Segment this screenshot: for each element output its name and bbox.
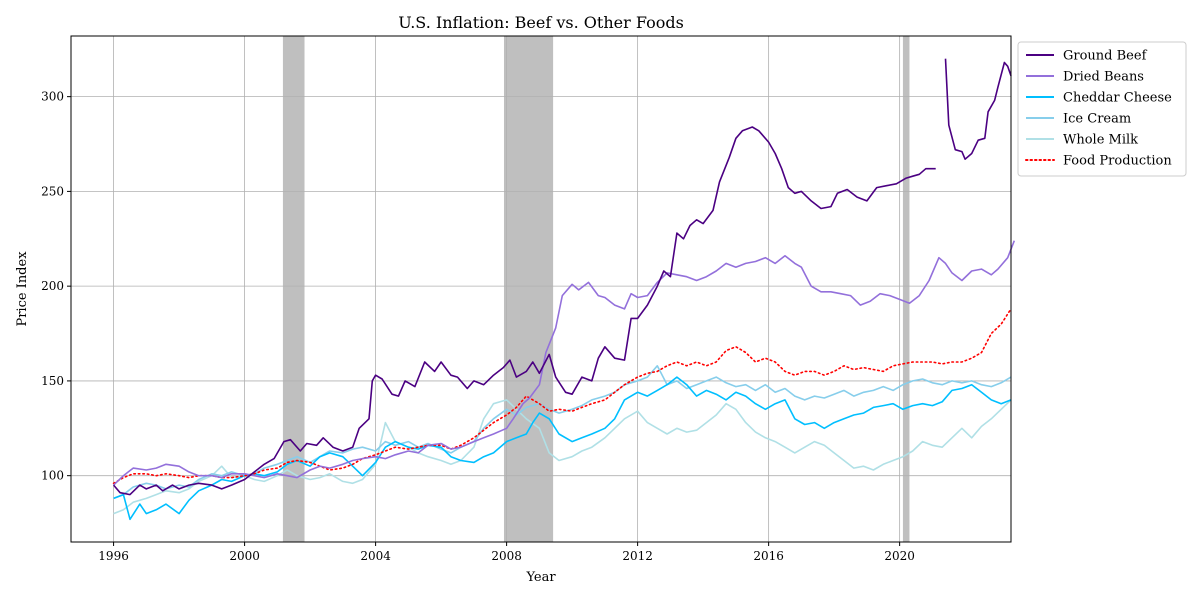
recession-bands	[282, 36, 910, 542]
x-tick-label: 2016	[753, 549, 784, 563]
x-tick-label: 2000	[229, 549, 260, 563]
y-axis-ticks: 100 150 200 250 300	[41, 90, 71, 483]
x-tick-label: 1996	[98, 549, 129, 563]
recession-band	[503, 36, 554, 542]
legend-label: Cheddar Cheese	[1063, 91, 1172, 106]
x-tick-label: 2012	[622, 549, 653, 563]
y-tick-label: 200	[41, 279, 64, 293]
series-line-food-production	[112, 308, 1012, 485]
x-tick-label: 2008	[491, 549, 522, 563]
legend-label: Food Production	[1063, 154, 1172, 169]
y-tick-label: 300	[41, 90, 64, 104]
series-line-cheddar-cheese	[113, 376, 1012, 521]
series-line-whole-milk	[113, 399, 1012, 515]
x-tick-label: 2020	[884, 549, 915, 563]
y-tick-label: 150	[41, 374, 64, 388]
x-axis-label: Year	[525, 570, 556, 585]
y-axis-label: Price Index	[15, 251, 30, 327]
grid-lines	[71, 36, 1011, 542]
legend-label: Dried Beans	[1063, 70, 1144, 85]
legend-label: Ice Cream	[1063, 112, 1131, 127]
legend-label: Ground Beef	[1063, 49, 1148, 64]
legend-label: Whole Milk	[1063, 133, 1138, 148]
recession-band	[282, 36, 305, 542]
series-line-dried-beans	[113, 240, 1016, 486]
series-line-ice-cream	[113, 365, 1012, 500]
recession-band	[902, 36, 910, 542]
plot-frame	[70, 35, 1012, 543]
y-tick-label: 250	[41, 184, 64, 198]
series-line-ground-beef	[112, 126, 936, 496]
x-tick-label: 2004	[360, 549, 391, 563]
plot-area	[112, 58, 1016, 521]
legend-box	[1017, 41, 1187, 177]
series-line-ground-beef	[944, 58, 1012, 160]
x-axis-ticks: 1996 2000 2004 2008 2012 2016 2020	[98, 542, 915, 563]
legend: Ground Beef Dried Beans Cheddar Cheese Ice …	[1017, 41, 1187, 177]
chart-title: U.S. Inflation: Beef vs. Other Foods	[398, 13, 684, 32]
y-tick-label: 100	[41, 469, 64, 483]
